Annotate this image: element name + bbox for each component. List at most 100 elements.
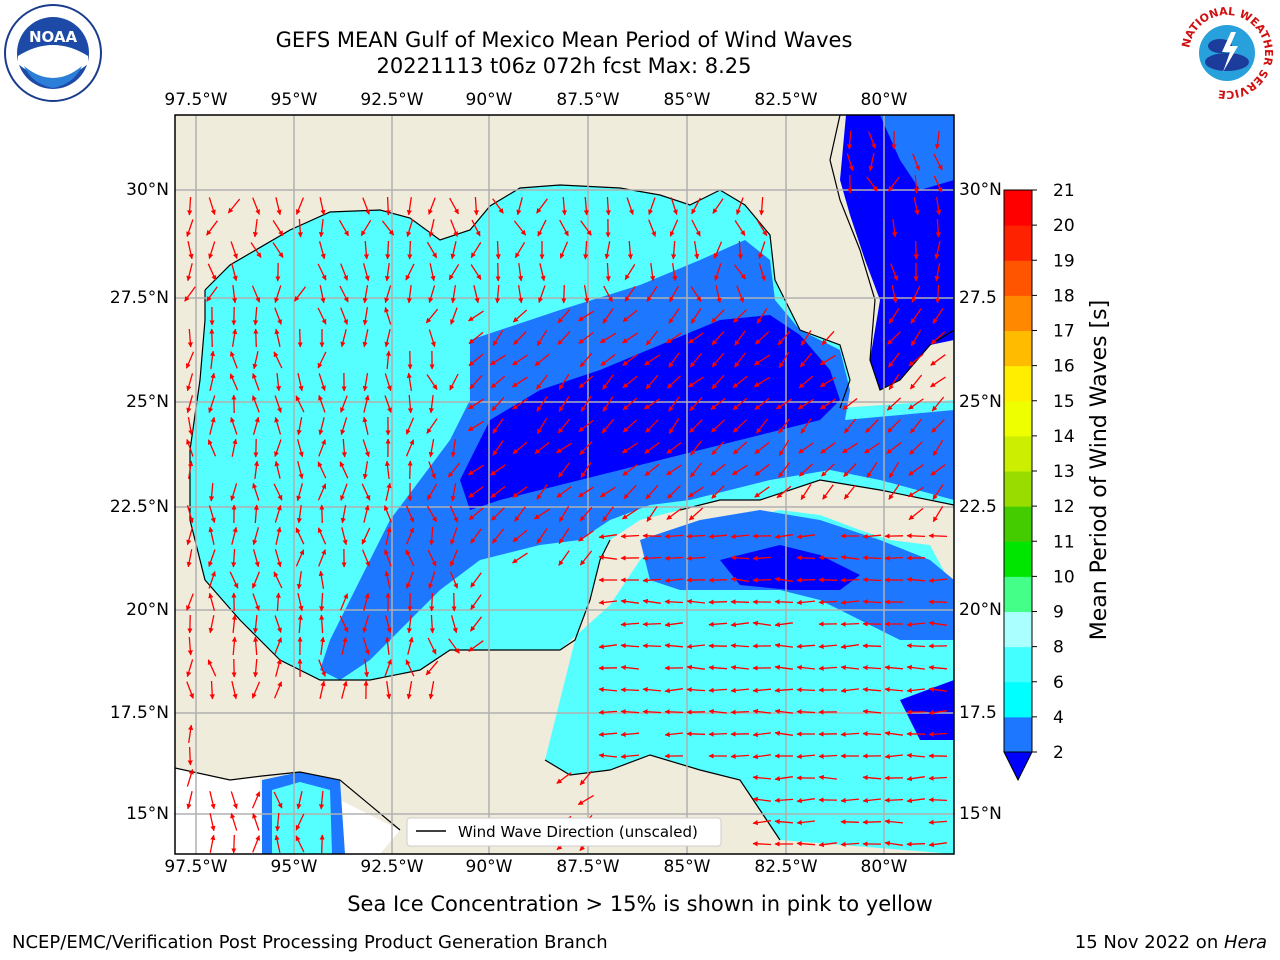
wind-arrow	[429, 592, 435, 612]
wind-arrow	[732, 441, 748, 455]
wind-arrow	[906, 643, 926, 649]
wind-arrow	[253, 504, 259, 524]
bottom-lon-tick-label: 80°W	[860, 857, 908, 877]
right-lat-tick-label: 22.5	[959, 497, 997, 517]
wind-arrow	[580, 396, 592, 413]
wind-arrow	[690, 440, 702, 456]
wind-arrow	[340, 417, 348, 436]
wind-arrow	[621, 442, 638, 454]
coastline-pacific	[175, 767, 401, 831]
wind-arrow	[599, 486, 616, 498]
wind-arrow	[186, 681, 194, 699]
wind-arrow	[468, 486, 484, 498]
wind-arrow	[800, 418, 812, 434]
wind-arrow	[754, 463, 770, 477]
wind-arrow	[579, 550, 593, 566]
wind-arrow	[362, 615, 370, 634]
colorbar-tick-label: 16	[1053, 357, 1075, 377]
wind-arrow	[361, 549, 371, 567]
wind-arrow	[818, 577, 838, 583]
wind-arrow	[275, 658, 282, 677]
wind-arrow	[887, 176, 901, 192]
wind-arrow	[602, 374, 614, 390]
wind-arrow	[642, 686, 662, 693]
wind-arrow	[841, 442, 858, 454]
bottom-lon-tick-label: 82.5°W	[754, 857, 818, 877]
wind-arrow	[186, 395, 194, 414]
wind-arrow	[930, 376, 946, 388]
wind-arrow	[297, 328, 303, 348]
wind-arrow	[759, 196, 765, 216]
wind-arrow	[776, 485, 792, 499]
wind-arrow	[384, 306, 392, 325]
wind-arrow	[818, 555, 838, 561]
wind-arrow	[928, 686, 947, 693]
wind-arrow	[578, 419, 594, 433]
wind-arrow	[384, 373, 392, 392]
wind-arrow	[840, 797, 860, 804]
wind-arrow	[339, 285, 349, 303]
wind-arrow	[253, 306, 259, 326]
wind-arrow	[598, 599, 617, 606]
wind-arrow	[934, 131, 941, 150]
wind-arrow	[362, 637, 370, 656]
wind-arrow	[559, 241, 569, 259]
wind-arrow	[891, 285, 898, 304]
wind-arrow	[648, 197, 656, 215]
wind-arrow	[868, 131, 876, 149]
wind-arrow	[797, 398, 815, 410]
bottom-lon-tick-label: 90°W	[465, 857, 513, 877]
wind-arrow	[450, 482, 457, 502]
wind-arrow	[407, 394, 413, 414]
wind-arrow	[602, 506, 614, 522]
wind-arrow	[426, 374, 438, 390]
right-lat-tick-label: 25°N	[959, 392, 1002, 412]
wind-arrow	[207, 439, 217, 457]
wind-arrow	[774, 576, 793, 582]
wind-arrow	[888, 484, 900, 500]
wind-arrow	[708, 533, 728, 539]
wind-arrow	[252, 813, 260, 831]
wind-arrow	[756, 308, 768, 324]
wind-arrow	[558, 528, 570, 545]
wind-arrow	[754, 331, 770, 345]
wind-arrow	[252, 549, 260, 568]
wind-arrow	[536, 417, 548, 435]
wind-arrow	[558, 505, 570, 523]
wind-arrow	[799, 352, 813, 368]
wind-arrow	[622, 309, 638, 323]
wind-arrow	[862, 687, 882, 693]
wind-arrow	[708, 599, 728, 605]
colorbar-segment	[1004, 541, 1032, 577]
wind-arrow	[187, 746, 193, 766]
wind-arrow	[362, 284, 369, 304]
left-lat-tick-label: 22.5°N	[109, 497, 169, 517]
wind-arrow	[754, 397, 770, 411]
wind-arrow	[691, 219, 701, 237]
wind-arrow	[297, 461, 304, 480]
wind-arrow	[620, 731, 640, 737]
wind-arrow	[561, 196, 567, 216]
wind-arrow	[362, 306, 369, 326]
top-lon-tick-label: 85°W	[663, 90, 711, 110]
wind-arrow	[253, 658, 259, 678]
wind-arrow	[272, 242, 284, 258]
wind-arrow	[598, 709, 618, 715]
wind-arrow	[208, 571, 216, 589]
wind-arrow	[936, 197, 942, 216]
wind-arrow	[930, 464, 946, 476]
wind-arrow	[578, 331, 594, 345]
wind-arrow	[796, 709, 816, 715]
wind-arrow	[340, 504, 347, 524]
colorbar-segment	[1004, 330, 1032, 367]
wind-arrow	[730, 753, 750, 759]
wind-arrow	[754, 441, 770, 455]
wind-arrow	[580, 220, 592, 236]
wind-arrow	[642, 555, 662, 561]
wind-arrow	[338, 219, 350, 237]
wind-arrow	[362, 416, 369, 435]
wind-arrow	[275, 592, 281, 612]
wind-arrow	[251, 791, 261, 809]
bottom-lon-tick-label: 85°W	[663, 857, 711, 877]
wind-arrow	[341, 438, 347, 458]
